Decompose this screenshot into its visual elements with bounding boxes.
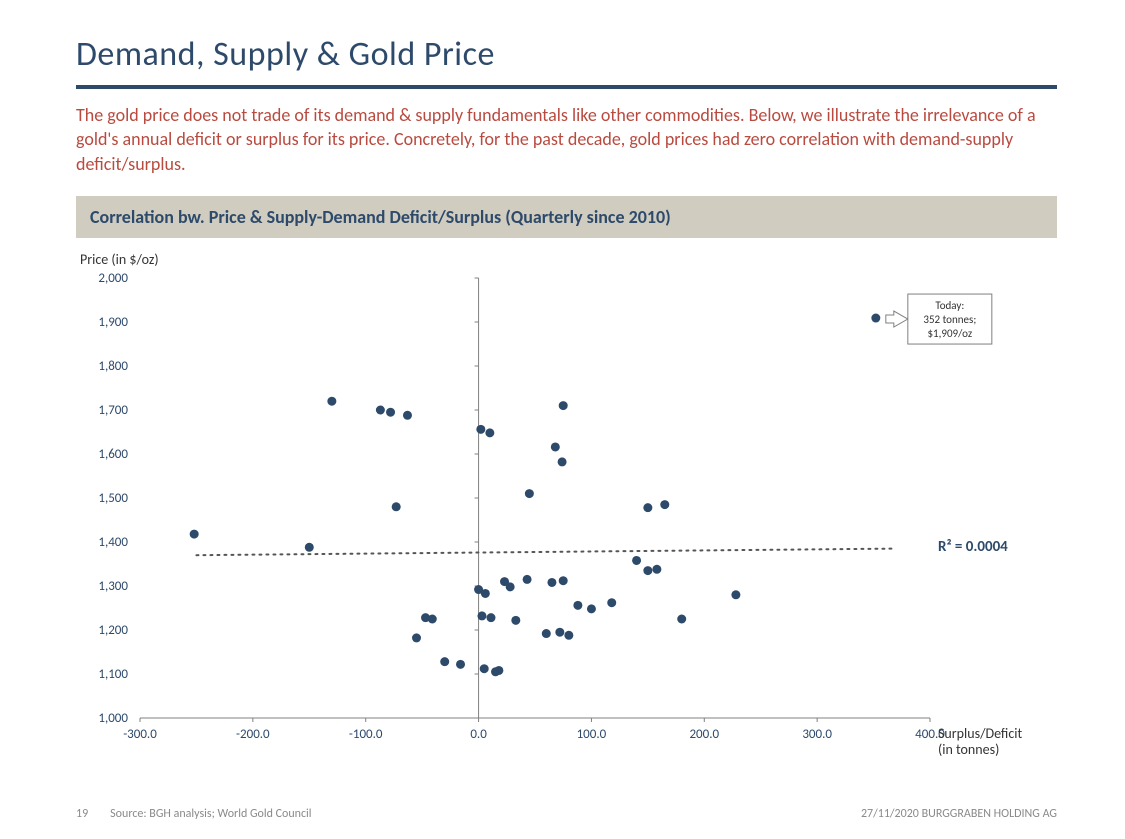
y-tick-label: 1,700 — [98, 403, 128, 418]
data-point — [486, 613, 495, 622]
y-tick-label: 1,500 — [98, 491, 128, 506]
y-tick-label: 1,300 — [98, 579, 128, 594]
data-point — [494, 666, 503, 675]
data-point — [477, 611, 486, 620]
chart-svg: Price (in $/oz) 1,000 1,100 1,200 1,300 1,400… — [70, 248, 1050, 768]
data-point — [558, 457, 567, 466]
y-axis-title: Price (in $/oz) — [80, 251, 159, 268]
data-point — [559, 576, 568, 585]
data-point — [587, 604, 596, 613]
source-text: Source: BGH analysis; World Gold Council — [110, 807, 311, 821]
footer-left: 19 Source: BGH analysis; World Gold Coun… — [76, 807, 312, 821]
trendline — [196, 548, 896, 555]
y-tick-label: 1,000 — [98, 711, 128, 726]
data-point — [456, 660, 465, 669]
page-title: Demand, Supply & Gold Price — [76, 34, 1057, 75]
x-tick-label: 300.0 — [802, 727, 832, 742]
chart-title-bar: Correlation bw. Price & Supply-Demand De… — [76, 196, 1057, 238]
footer-right: 27/11/2020 BURGGRABEN HOLDING AG — [861, 807, 1057, 821]
data-point — [506, 582, 515, 591]
y-tick-label: 1,100 — [98, 667, 128, 682]
data-point — [523, 575, 532, 584]
x-tick-label: -200.0 — [236, 727, 270, 742]
x-tick-label: -300.0 — [123, 727, 157, 742]
data-point — [327, 397, 336, 406]
data-point — [511, 616, 520, 625]
data-point — [376, 405, 385, 414]
title-rule — [76, 85, 1057, 89]
data-point-today — [871, 313, 880, 322]
data-point — [643, 503, 652, 512]
data-point — [525, 489, 534, 498]
data-point — [476, 425, 485, 434]
x-axis-title: Surplus/Deficit — [938, 725, 1022, 742]
data-point — [440, 657, 449, 666]
callout-arrow-icon — [886, 311, 908, 327]
data-point — [564, 631, 573, 640]
y-tick-label: 1,600 — [98, 447, 128, 462]
callout-text: 352 tonnes; — [923, 313, 976, 326]
r-squared-label: R² = 0.0004 — [938, 538, 1008, 556]
x-tick-label: 0.0 — [470, 727, 487, 742]
data-point — [481, 589, 490, 598]
data-point — [643, 566, 652, 575]
x-tick-label: -100.0 — [349, 727, 383, 742]
x-tick-label: 200.0 — [689, 727, 719, 742]
callout-text: Today: — [935, 299, 964, 312]
data-point — [555, 628, 564, 637]
intro-text: The gold price does not trade of its dem… — [76, 103, 1057, 176]
data-point — [551, 442, 560, 451]
data-point — [652, 565, 661, 574]
data-point — [428, 614, 437, 623]
slide: Demand, Supply & Gold Price The gold pri… — [0, 0, 1125, 839]
scatter-chart: Price (in $/oz) 1,000 1,100 1,200 1,300 1,400… — [70, 248, 1050, 768]
callout-text: $1,909/oz — [927, 327, 972, 340]
page-number: 19 — [76, 807, 88, 821]
data-point — [677, 614, 686, 623]
data-point — [386, 408, 395, 417]
data-point — [731, 590, 740, 599]
x-axis-title: (in tonnes) — [938, 741, 999, 758]
data-point — [403, 411, 412, 420]
data-point — [485, 428, 494, 437]
data-point — [392, 502, 401, 511]
data-point — [542, 629, 551, 638]
data-point — [559, 401, 568, 410]
data-point — [547, 578, 556, 587]
data-point — [305, 543, 314, 552]
y-tick-label: 1,200 — [98, 623, 128, 638]
x-tick-label: 100.0 — [577, 727, 607, 742]
data-point — [632, 556, 641, 565]
data-point — [190, 529, 199, 538]
y-tick-label: 1,800 — [98, 359, 128, 374]
footer: 19 Source: BGH analysis; World Gold Coun… — [0, 807, 1125, 821]
data-point — [573, 601, 582, 610]
y-tick-label: 2,000 — [98, 271, 128, 286]
y-tick-label: 1,400 — [98, 535, 128, 550]
data-point — [607, 598, 616, 607]
data-point — [412, 633, 421, 642]
data-point — [480, 664, 489, 673]
data-point — [660, 500, 669, 509]
y-tick-label: 1,900 — [98, 315, 128, 330]
